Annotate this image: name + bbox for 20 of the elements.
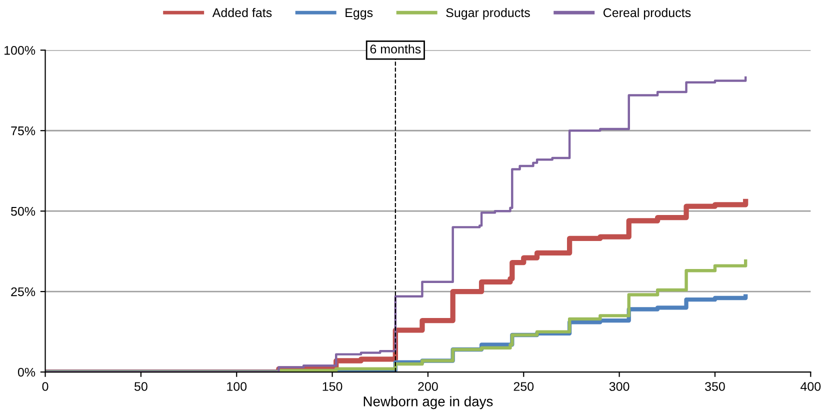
y-tick-label: 0% bbox=[18, 368, 36, 377]
y-tick-label: 50% bbox=[11, 206, 36, 216]
y-tick-label: 75% bbox=[11, 126, 36, 136]
x-tick-label: 400 bbox=[800, 382, 821, 391]
x-tick-label: 150 bbox=[322, 382, 342, 391]
x-tick-label: 350 bbox=[705, 382, 725, 391]
x-tick-label: 100 bbox=[227, 382, 247, 391]
y-tick-label: 100% bbox=[4, 46, 36, 55]
x-tick-label: 200 bbox=[418, 382, 438, 391]
legend-label: Added fats bbox=[212, 8, 272, 18]
y-tick-label: 25% bbox=[11, 287, 36, 296]
x-tick-label: 0 bbox=[42, 382, 48, 391]
x-axis-title: Newborn age in days bbox=[364, 396, 493, 410]
legend-label: Sugar products bbox=[446, 8, 530, 20]
legend-label: Cereal products bbox=[603, 8, 691, 20]
x-tick-label: 50 bbox=[134, 382, 148, 391]
x-tick-label: 250 bbox=[514, 382, 534, 391]
ref-line-label: 6 months bbox=[370, 44, 421, 54]
x-tick-label: 300 bbox=[609, 382, 630, 391]
legend-label: Eggs bbox=[346, 8, 373, 20]
